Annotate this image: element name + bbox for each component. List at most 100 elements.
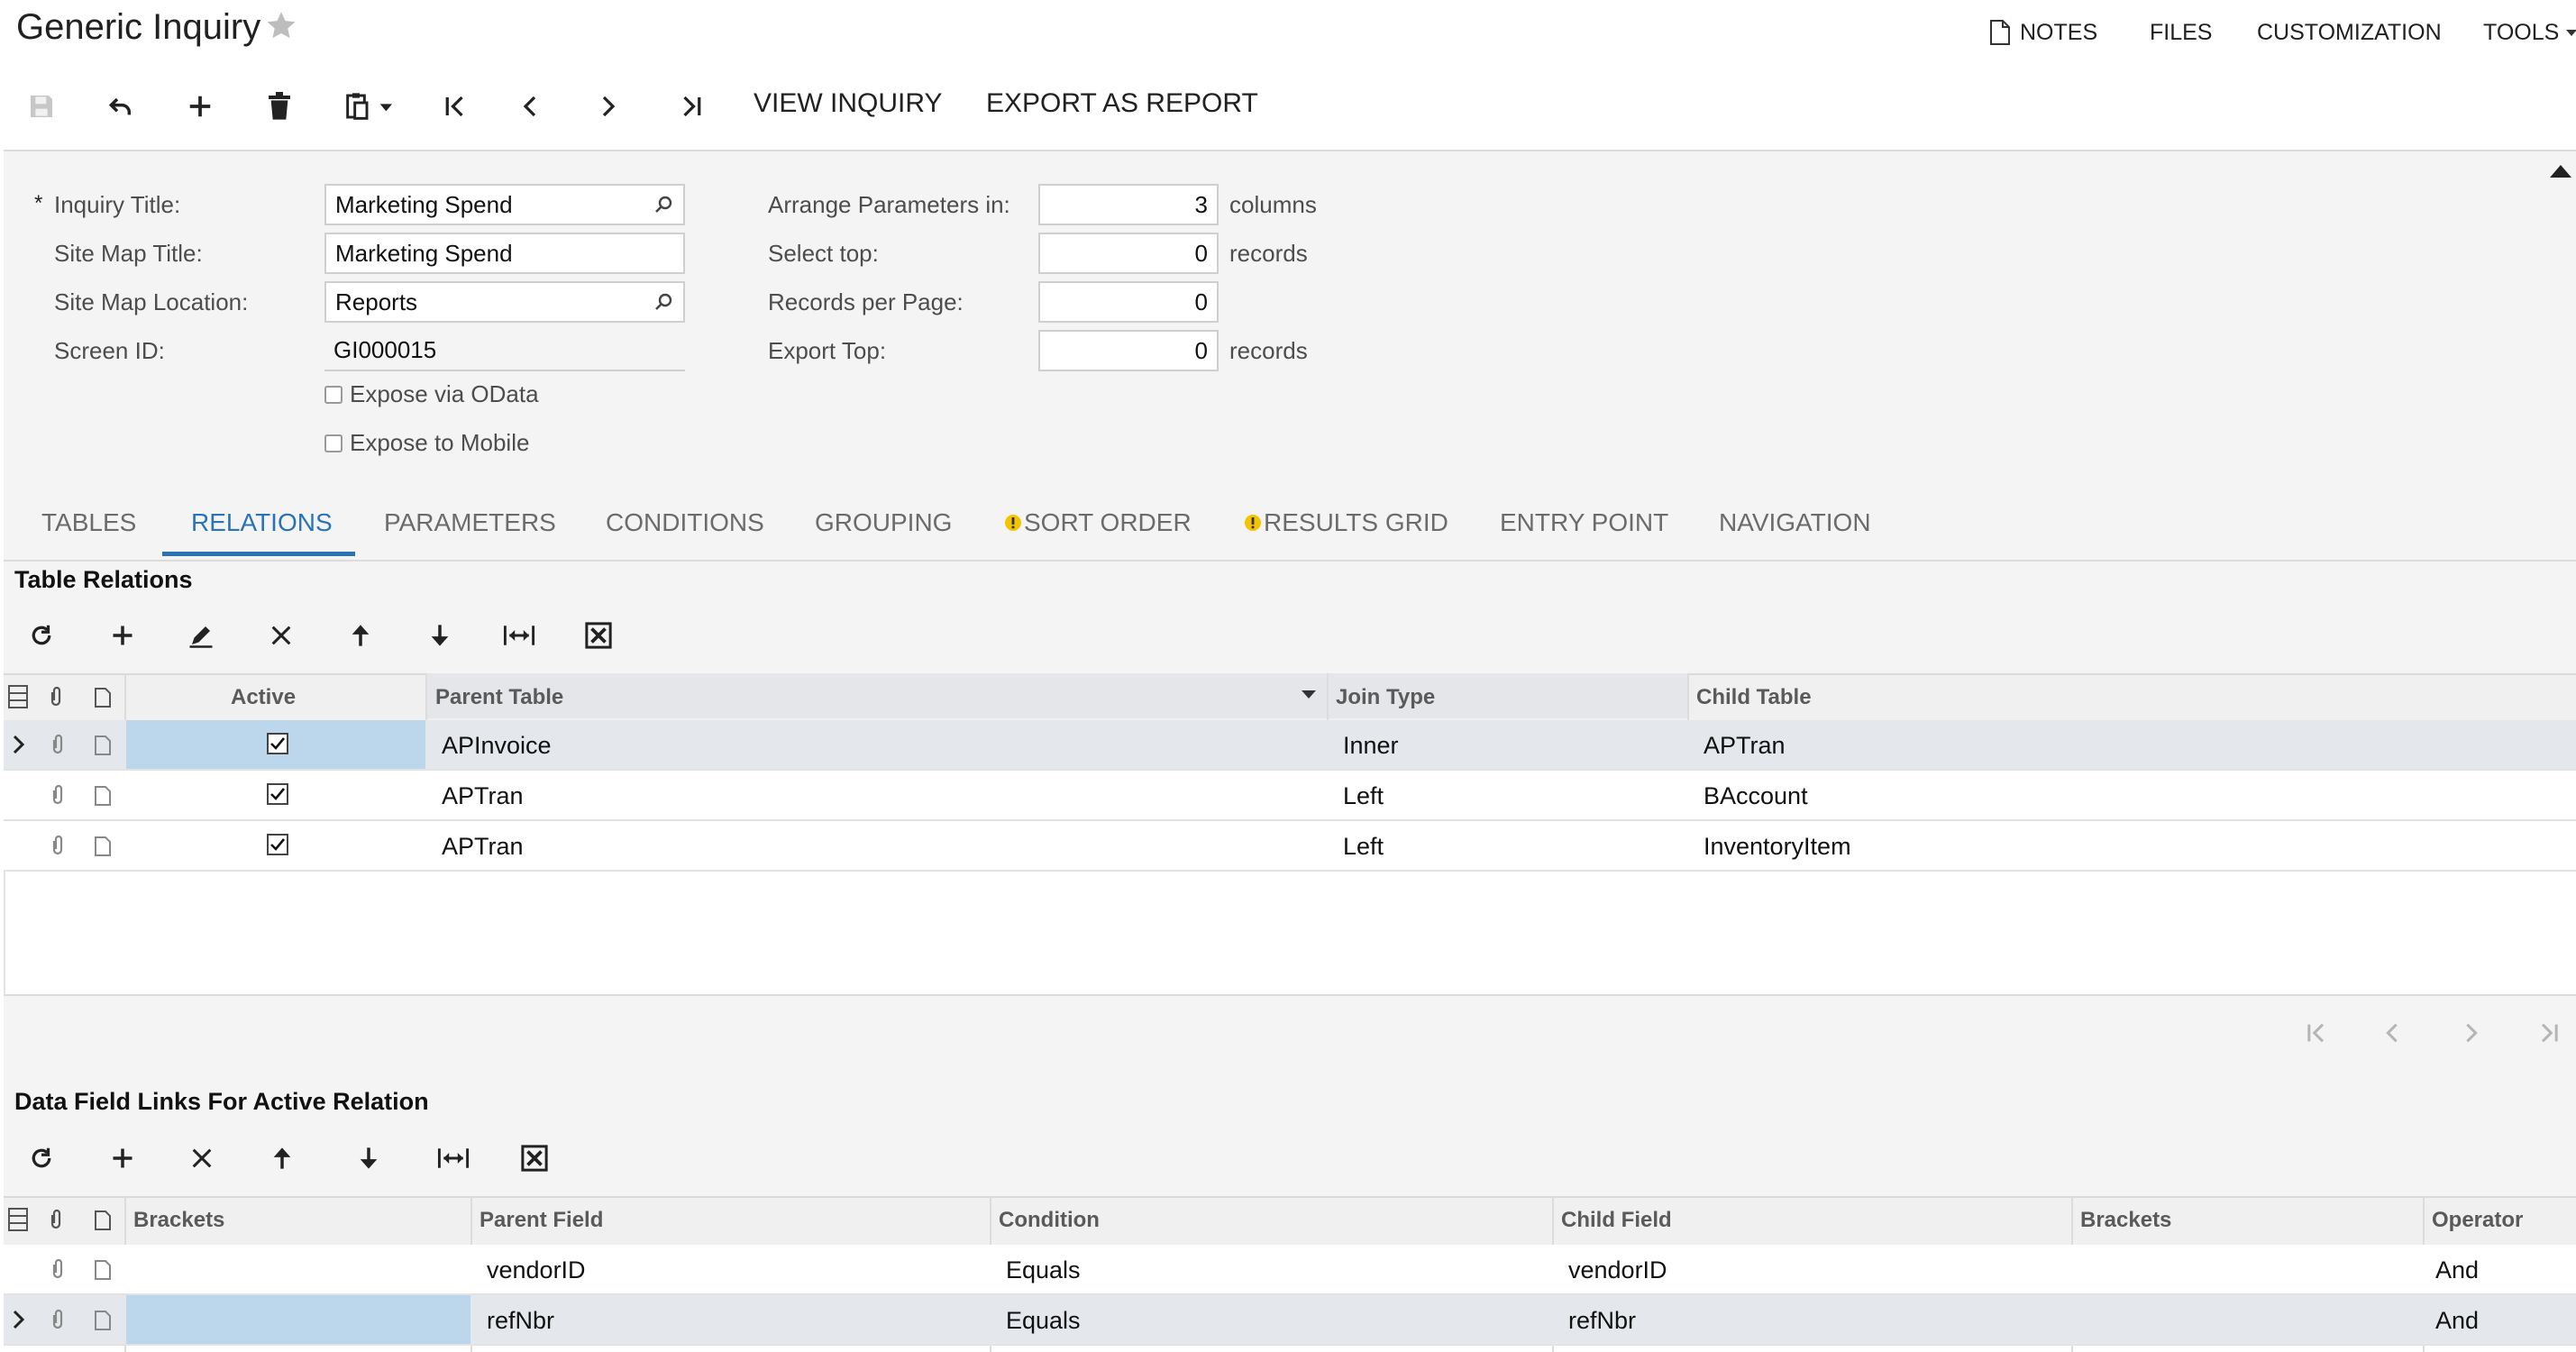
delete-row-icon[interactable]	[182, 1138, 222, 1178]
table-row[interactable]: APTran Left BAccount	[4, 771, 2576, 821]
expose-mobile-checkbox[interactable]: Expose to Mobile	[324, 429, 529, 457]
active-checkbox[interactable]	[267, 834, 288, 855]
operator-cell[interactable]: And	[2435, 1307, 2480, 1334]
export-as-report-button[interactable]: EXPORT AS REPORT	[986, 88, 1258, 118]
child-field-cell[interactable]: refNbr	[1568, 1307, 1637, 1334]
brackets-column-header[interactable]: Brackets	[133, 1208, 225, 1232]
select-top-field[interactable]: 0	[1038, 233, 1219, 274]
previous-record-icon[interactable]	[510, 87, 550, 126]
child-table-cell[interactable]: BAccount	[1704, 782, 1808, 809]
export-excel-icon[interactable]	[515, 1138, 554, 1178]
delete-row-icon[interactable]	[261, 616, 301, 655]
move-up-icon[interactable]	[341, 616, 380, 655]
condition-cell[interactable]: Equals	[1006, 1256, 1081, 1283]
table-row[interactable]: vendorID Equals vendorID And	[4, 1245, 2576, 1295]
attachment-icon[interactable]	[49, 1308, 67, 1331]
next-record-icon[interactable]	[589, 87, 628, 126]
customization-button[interactable]: CUSTOMIZATION	[2257, 20, 2442, 45]
note-icon[interactable]	[94, 836, 112, 857]
pager-first-icon[interactable]	[2297, 1013, 2336, 1053]
add-row-icon[interactable]	[103, 1138, 142, 1178]
tab-tables[interactable]: TABLES	[41, 508, 137, 536]
child-table-column-header[interactable]: Child Table	[1696, 685, 1812, 709]
join-type-cell[interactable]: Left	[1343, 782, 1384, 809]
add-row-icon[interactable]	[103, 616, 142, 655]
site-map-location-field[interactable]: Reports	[324, 281, 685, 323]
note-icon[interactable]	[94, 1259, 112, 1281]
row-settings-icon[interactable]	[8, 685, 28, 708]
note-icon[interactable]	[94, 1310, 112, 1331]
notes-button[interactable]: NOTES	[1989, 17, 2097, 48]
tab-relations[interactable]: RELATIONS	[191, 508, 333, 536]
tab-entry-point[interactable]: ENTRY POINT	[1500, 508, 1669, 536]
parent-table-cell[interactable]: APInvoice	[442, 732, 552, 759]
child-table-cell[interactable]: APTran	[1704, 732, 1786, 759]
refresh-icon[interactable]	[22, 1138, 61, 1178]
operator-cell[interactable]: And	[2435, 1256, 2480, 1283]
move-down-icon[interactable]	[349, 1138, 388, 1178]
delete-icon[interactable]	[260, 87, 299, 126]
parent-table-column-header[interactable]: Parent Table	[435, 685, 564, 709]
move-up-icon[interactable]	[262, 1138, 302, 1178]
operator-column-header[interactable]: Operator	[2432, 1208, 2524, 1232]
brackets-close-column-header[interactable]: Brackets	[2080, 1208, 2172, 1232]
collapse-arrow-icon[interactable]	[2549, 164, 2572, 178]
join-type-cell[interactable]: Inner	[1343, 732, 1399, 759]
condition-column-header[interactable]: Condition	[999, 1208, 1100, 1232]
child-field-column-header[interactable]: Child Field	[1561, 1208, 1672, 1232]
tab-navigation[interactable]: NAVIGATION	[1719, 508, 1871, 536]
move-down-icon[interactable]	[420, 616, 460, 655]
refresh-icon[interactable]	[22, 616, 61, 655]
active-checkbox[interactable]	[267, 733, 288, 754]
parent-table-cell[interactable]: APTran	[442, 833, 524, 860]
export-excel-icon[interactable]	[579, 616, 618, 655]
child-table-cell[interactable]: InventoryItem	[1704, 833, 1851, 860]
tab-results-grid[interactable]: RESULTS GRID	[1244, 508, 1448, 537]
checkbox-box[interactable]	[324, 434, 343, 452]
note-icon[interactable]	[94, 735, 112, 756]
active-column-header[interactable]: Active	[231, 685, 297, 709]
pager-last-icon[interactable]	[2529, 1013, 2569, 1053]
files-button[interactable]: FILES	[2150, 20, 2213, 45]
tab-conditions[interactable]: CONDITIONS	[606, 508, 764, 536]
join-type-column-header[interactable]: Join Type	[1336, 685, 1436, 709]
attachment-icon[interactable]	[49, 834, 67, 857]
site-map-title-field[interactable]: Marketing Spend	[324, 233, 685, 274]
parent-table-cell[interactable]: APTran	[442, 782, 524, 809]
note-icon[interactable]	[94, 785, 112, 807]
inquiry-title-field[interactable]: Marketing Spend	[324, 184, 685, 225]
last-record-icon[interactable]	[671, 87, 711, 126]
tools-menu[interactable]: TOOLS	[2483, 20, 2576, 46]
add-icon[interactable]	[180, 87, 220, 126]
records-per-page-field[interactable]: 0	[1038, 281, 1219, 323]
favorite-star-icon[interactable]	[264, 9, 298, 43]
paste-icon[interactable]	[339, 87, 402, 126]
selected-brackets-cell[interactable]	[126, 1295, 470, 1344]
attachment-icon[interactable]	[49, 733, 67, 756]
tab-grouping[interactable]: GROUPING	[815, 508, 953, 536]
sort-descending-icon[interactable]	[1302, 690, 1316, 699]
save-icon[interactable]	[22, 87, 61, 126]
active-checkbox[interactable]	[267, 783, 288, 805]
pager-next-icon[interactable]	[2452, 1013, 2491, 1053]
child-field-cell[interactable]: vendorID	[1568, 1256, 1667, 1283]
attachment-icon[interactable]	[49, 1257, 67, 1281]
attachment-icon[interactable]	[49, 783, 67, 807]
view-inquiry-button[interactable]: VIEW INQUIRY	[754, 88, 943, 118]
undo-icon[interactable]	[101, 87, 141, 126]
parent-field-cell[interactable]: vendorID	[487, 1256, 586, 1283]
pager-previous-icon[interactable]	[2372, 1013, 2412, 1053]
join-type-cell[interactable]: Left	[1343, 833, 1384, 860]
table-row[interactable]: APInvoice Inner APTran	[4, 720, 2576, 771]
fit-to-screen-icon[interactable]	[499, 616, 539, 655]
fit-to-screen-icon[interactable]	[434, 1138, 473, 1178]
table-row[interactable]: refNbr Equals refNbr And	[4, 1295, 2576, 1346]
parent-field-column-header[interactable]: Parent Field	[480, 1208, 604, 1232]
edit-icon[interactable]	[181, 616, 221, 655]
table-row[interactable]: APTran Left InventoryItem	[4, 821, 2576, 872]
checkbox-box[interactable]	[324, 385, 343, 404]
parent-field-cell[interactable]: refNbr	[487, 1307, 555, 1334]
row-settings-icon[interactable]	[8, 1208, 28, 1231]
selected-cell[interactable]	[126, 720, 425, 769]
tab-parameters[interactable]: PARAMETERS	[384, 508, 556, 536]
